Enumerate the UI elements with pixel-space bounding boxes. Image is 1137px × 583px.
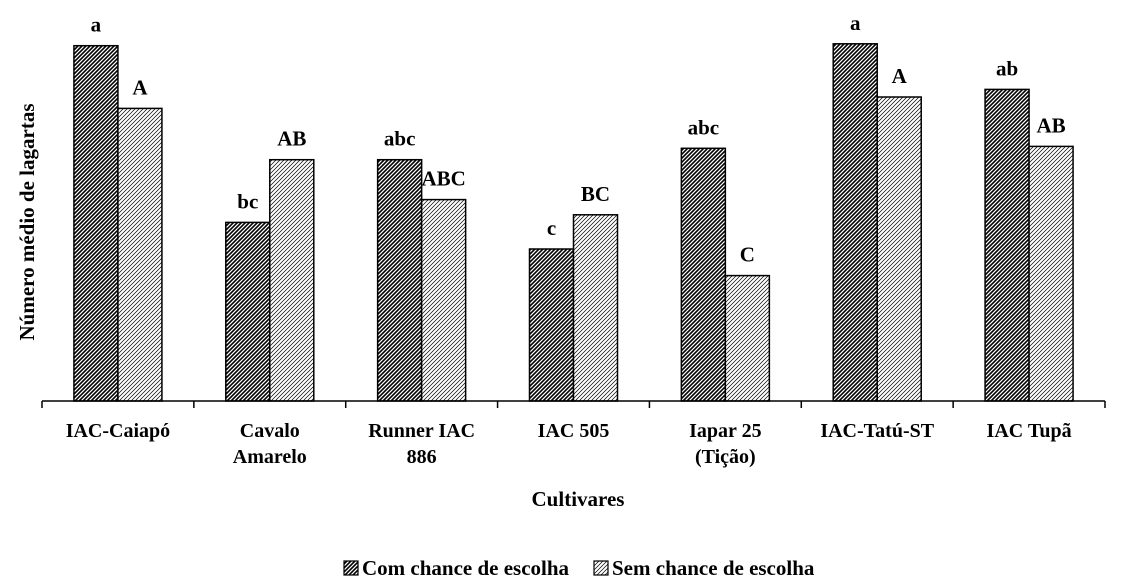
y-axis-title: Número médio de lagartas: [15, 104, 39, 341]
x-tick-label-4: IAC 505: [538, 420, 610, 442]
x-tick-label-line: IAC 505: [538, 420, 610, 442]
data-label-series-2-3: ABC: [421, 167, 465, 191]
bar-series-2-1: [117, 107, 163, 402]
data-label-series-2-2: AB: [277, 127, 306, 151]
data-label-series-2-7: AB: [1036, 113, 1065, 137]
x-axis-title: Cultivares: [532, 487, 625, 511]
bar-series-1-4: [528, 248, 575, 402]
data-label-series-1-7: ab: [996, 56, 1018, 80]
x-tick-labels-group: IAC-Caiapó Cavalo Amarelo Runner IAC 886 IAC …: [66, 420, 1072, 468]
data-label-series-2-1: A: [132, 75, 148, 99]
x-tick-label-line: Cavalo: [240, 420, 300, 442]
x-tick-label-line: IAC-Caiapó: [66, 420, 170, 442]
bar-series-1-3: [376, 158, 423, 402]
bar-series-2-3: [420, 198, 467, 402]
bar-series-2-6: [876, 96, 922, 402]
bar-series-1-7: [984, 88, 1030, 402]
x-tick-label-line: IAC Tupã: [987, 420, 1072, 442]
legend-item-com-chance: Com chance de escolha: [343, 556, 570, 580]
legend-swatch-com-chance: [343, 560, 359, 576]
data-label-series-1-2: bc: [237, 189, 258, 213]
data-label-series-2-5: C: [740, 243, 755, 267]
data-label-series-1-3: abc: [384, 127, 416, 151]
x-tick-label-line: Amarelo: [233, 446, 307, 468]
bars-group: [73, 43, 1074, 402]
bar-series-1-1: [73, 44, 119, 402]
bar-series-2-5: [724, 274, 771, 402]
bar-series-2-4: [572, 214, 619, 402]
x-ticks-group: [41, 401, 1106, 408]
data-label-series-2-6: A: [892, 64, 908, 88]
bar-series-2-2: [269, 158, 315, 402]
bar-series-2-7: [1028, 145, 1074, 402]
x-tick-label-line: Iapar 25: [689, 420, 761, 442]
x-tick-label-line: (Tição): [695, 446, 756, 468]
bar-series-1-2: [225, 221, 271, 402]
x-tick-label-line: 886: [407, 446, 437, 468]
x-tick-label-1: IAC-Caiapó: [66, 420, 170, 442]
legend-label-sem-chance: Sem chance de escolha: [612, 556, 815, 580]
legend-label-com-chance: Com chance de escolha: [362, 556, 570, 580]
data-label-series-1-1: a: [91, 13, 102, 37]
data-label-series-1-5: abc: [688, 115, 720, 139]
bar-series-1-5: [680, 147, 727, 402]
x-tick-label-line: IAC-Tatú-ST: [820, 420, 934, 442]
data-label-series-1-4: c: [547, 216, 556, 240]
x-tick-label-line: Runner IAC: [368, 420, 475, 442]
x-tick-label-6: IAC-Tatú-ST: [820, 420, 934, 442]
x-tick-label-2: Cavalo Amarelo: [233, 420, 307, 468]
legend-swatch-sem-chance: [593, 560, 609, 576]
bar-series-1-6: [832, 43, 878, 402]
x-tick-label-5: Iapar 25 (Tição): [689, 420, 761, 468]
legend-item-sem-chance: Sem chance de escolha: [593, 556, 815, 580]
data-label-series-1-6: a: [850, 11, 861, 35]
x-tick-label-3: Runner IAC 886: [368, 420, 475, 468]
data-label-series-2-4: BC: [581, 182, 610, 206]
legend: Com chance de escolha Sem chance de esco…: [343, 556, 815, 580]
x-tick-label-7: IAC Tupã: [987, 420, 1072, 442]
